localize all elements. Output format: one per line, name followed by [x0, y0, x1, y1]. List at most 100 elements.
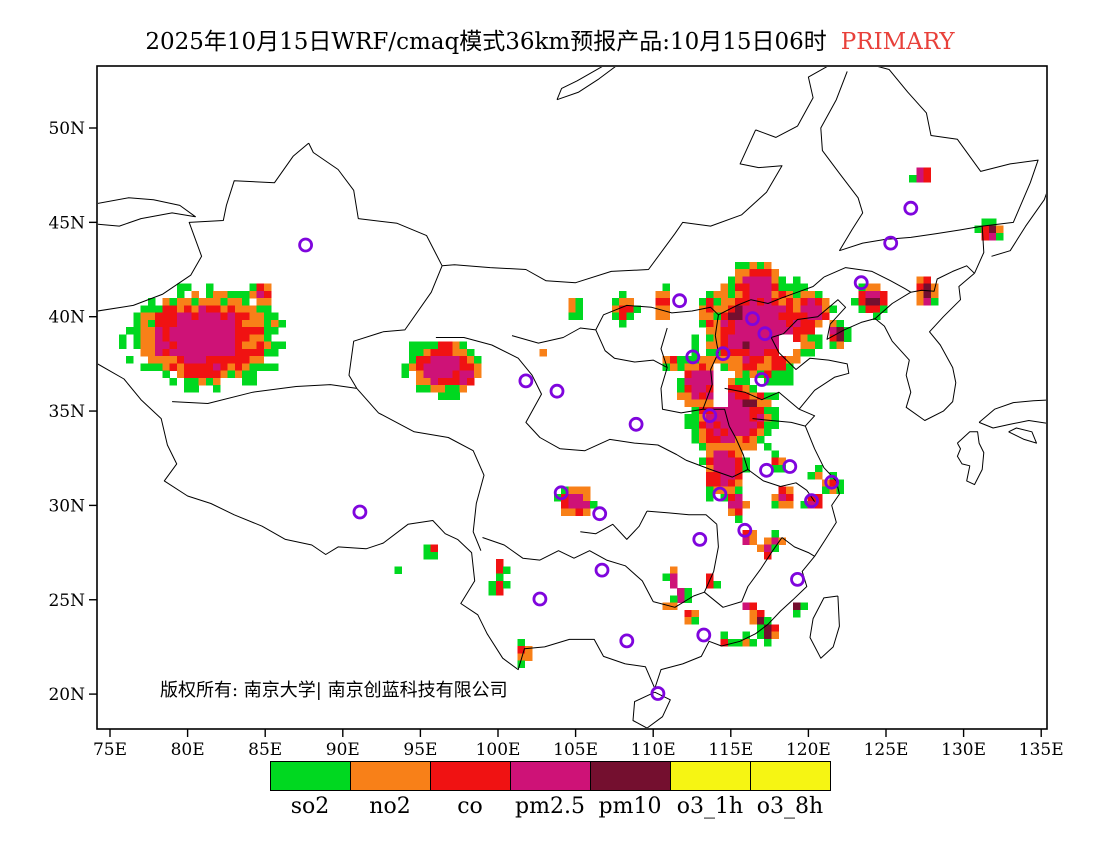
pollutant-blob-chengdu-basin — [553, 486, 598, 516]
city-marker-shijiazhuang — [715, 346, 731, 362]
y-tick-label-45N: 45N — [48, 213, 85, 233]
city-marker-guangzhou — [696, 627, 712, 643]
city-marker-changsha — [692, 532, 708, 547]
legend-label-o3_1h: o3_1h — [676, 794, 744, 819]
boundary-kunlun-line — [172, 384, 357, 404]
x-tick-label-125E: 125E — [864, 740, 909, 760]
copyright-text: 版权所有: 南京大学| 南京创蓝科技有限公司 — [160, 680, 508, 701]
boundary-jilin-liaoning — [823, 267, 912, 293]
y-tick-label-30N: 30N — [48, 496, 85, 516]
boundary-shanxi-west — [660, 327, 730, 427]
x-tick-label-130E: 130E — [941, 740, 986, 760]
pollutant-blob-tongling-blob — [771, 486, 794, 509]
x-tick-label-75E: 75E — [93, 740, 127, 760]
boundary-shikoku — [1008, 427, 1037, 444]
y-tick-label-40N: 40N — [48, 308, 85, 328]
legend-label-pm10: pm10 — [598, 794, 662, 819]
x-tick-label-135E: 135E — [1019, 740, 1064, 760]
legend-swatch-no2 — [350, 761, 431, 791]
city-marker-harbin — [903, 200, 919, 216]
city-marker-hefei — [759, 462, 774, 478]
boundary-honshu-west — [978, 399, 1046, 429]
pollutant-blob-tarim-basin — [118, 283, 286, 393]
legend-swatch-so2 — [270, 761, 351, 791]
legend-swatch-pm2.5 — [510, 761, 591, 791]
pollutant-blob-liaodong-tip — [829, 319, 852, 350]
boundary-jiangsu-north — [752, 418, 806, 427]
city-marker-chongqing — [592, 506, 608, 522]
pollutant-blob-ganjiang-band — [742, 530, 787, 560]
boundary-primorye-coast — [991, 193, 1046, 257]
city-marker-hangzhou — [804, 493, 819, 509]
pollutant-blob-guangxi-east-spot — [684, 609, 700, 625]
city-marker-xining — [518, 373, 534, 389]
city-marker-beijing — [745, 311, 760, 327]
city-marker-taiyuan — [685, 349, 701, 365]
pollutant-blob-changzhou-dot — [807, 464, 823, 480]
x-tick-label-105E: 105E — [553, 740, 598, 760]
x-tick-label-80E: 80E — [171, 740, 205, 760]
boundary-jiangxi-fujian — [741, 537, 783, 602]
pollutant-blob-yunnan-west1 — [495, 559, 511, 582]
pollutant-blob-hengyang-spot — [706, 573, 721, 589]
x-tick-label-120E: 120E — [786, 740, 831, 760]
city-marker-nanchang — [737, 522, 753, 538]
pollutant-blob-qaidam — [401, 341, 482, 400]
city-marker-kunming — [532, 591, 548, 607]
legend-swatch-o3_8h — [750, 761, 831, 791]
city-marker-shenyang — [853, 275, 869, 291]
city-marker-guiyang — [594, 562, 610, 578]
boundary-qinghai-gansu — [435, 337, 561, 450]
city-marker-shanghai — [824, 474, 840, 490]
boundary-heilongjiang-jilin — [839, 225, 983, 252]
boundary-taiwan — [809, 595, 840, 659]
boundary-lake-baikal — [556, 67, 616, 101]
legend-label-pm2.5: pm2.5 — [515, 794, 585, 819]
city-marker-tianjin — [757, 326, 773, 342]
x-tick-label-90E: 90E — [326, 740, 360, 760]
boundary-sichuan-east — [580, 510, 648, 540]
boundary-zhejiang-fujian — [781, 537, 815, 557]
city-marker-lanzhou — [549, 383, 565, 399]
pollutant-blob-primorye-spot — [974, 218, 1004, 241]
city-marker-nanning — [619, 633, 635, 649]
pollutant-blob-wuhai-spot — [611, 290, 642, 328]
boundary-xinjiang-east — [348, 265, 443, 389]
pollutant-blob-chaoshan-dot — [735, 631, 758, 647]
pollutant-blob-harbin-spot — [909, 167, 932, 183]
boundary-kyushu — [956, 431, 985, 486]
legend-swatch-co — [430, 761, 511, 791]
map-title: 2025年10月15日WRF/cmaq模式36km预报产品:10月15日06时 P… — [0, 22, 1100, 56]
boundary-lake-balkhash — [98, 197, 196, 227]
boundary-himalaya-border — [98, 363, 626, 671]
pollutant-blob-wuzhou-dot — [662, 595, 678, 611]
legend-swatch-o3_1h — [670, 761, 751, 791]
boundary-korea-coast — [874, 272, 975, 421]
boundary-china-coast — [625, 299, 876, 689]
city-marker-fuzhou — [790, 572, 805, 587]
boundary-shanxi-east — [702, 314, 719, 410]
y-tick-label-35N: 35N — [48, 402, 85, 422]
legend-color-bar — [270, 761, 831, 791]
city-marker-jinan — [754, 372, 770, 387]
x-tick-label-115E: 115E — [708, 740, 753, 760]
legend-labels: so2 no2 co pm2.5 pm10 o3_1h o3_8h — [270, 794, 830, 819]
boundary-greater-khingan — [820, 71, 864, 251]
y-tick-label-50N: 50N — [48, 119, 85, 139]
city-marker-haikou — [650, 686, 666, 701]
city-marker-lhasa — [352, 504, 368, 520]
legend-label-co: co — [457, 794, 483, 819]
boundary-nanling — [653, 591, 742, 608]
pollutant-blob-liaoning-east — [851, 283, 888, 321]
x-tick-label-100E: 100E — [476, 740, 521, 760]
city-marker-zhengzhou — [702, 408, 718, 424]
title-highlight-primary: PRIMARY — [840, 29, 955, 55]
legend-swatch-pm10 — [590, 761, 671, 791]
city-marker-changchun — [883, 235, 899, 251]
pollutant-blob-tibet-se-strip — [394, 566, 402, 574]
boundary-hunan-jiangxi — [703, 524, 719, 593]
pollutant-blob-baotou-strip — [655, 283, 671, 321]
pollutant-blob-hefei-north-spot — [771, 450, 787, 473]
pollutant-blob-xiamen-spot — [793, 602, 808, 618]
boundary-tibet-east — [356, 388, 485, 551]
